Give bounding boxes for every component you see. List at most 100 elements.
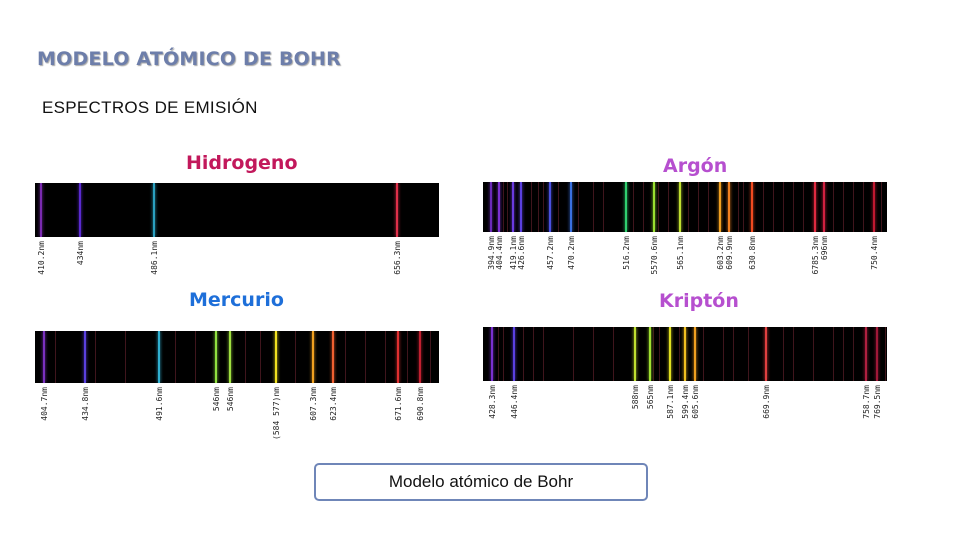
spectral-line bbox=[719, 182, 721, 232]
wavelength-label: 609.9nm bbox=[725, 236, 734, 270]
wavelength-label: 588nm bbox=[631, 385, 640, 410]
spectral-line-faint bbox=[245, 331, 246, 383]
spectrum-strip-kripton bbox=[483, 327, 887, 381]
spectral-line-faint bbox=[843, 327, 844, 381]
spectral-line-faint bbox=[543, 182, 544, 232]
wavelength-label: 546nm bbox=[212, 387, 221, 412]
spectral-line-faint bbox=[385, 331, 386, 383]
spectral-line bbox=[669, 327, 671, 381]
spectral-line-faint bbox=[558, 182, 559, 232]
wavelength-label: 750.4nm bbox=[870, 236, 879, 270]
spectral-line-faint bbox=[748, 327, 749, 381]
spectral-line bbox=[43, 331, 45, 383]
spectral-line bbox=[332, 331, 334, 383]
wavelength-label: 434.8nm bbox=[81, 387, 90, 421]
spectral-line-faint bbox=[763, 182, 764, 232]
spectral-line-faint bbox=[783, 182, 784, 232]
wavelength-label: 428.3nm bbox=[488, 385, 497, 419]
spectral-line bbox=[520, 182, 522, 232]
spectral-line bbox=[653, 182, 655, 232]
spectral-line bbox=[634, 327, 636, 381]
wavelength-label: 404.7nm bbox=[40, 387, 49, 421]
spectral-line-faint bbox=[593, 182, 594, 232]
wavelength-label: 410.2nm bbox=[37, 241, 46, 275]
spectrum-strip-mercurio bbox=[35, 331, 439, 383]
spectral-line-faint bbox=[125, 331, 126, 383]
wavelength-label: 446.4nm bbox=[510, 385, 519, 419]
spectral-line bbox=[684, 327, 686, 381]
panel-title-mercurio: Mercurio bbox=[189, 289, 284, 311]
spectral-line bbox=[865, 327, 867, 381]
spectral-line-faint bbox=[843, 182, 844, 232]
spectral-line bbox=[396, 183, 398, 237]
spectral-line bbox=[876, 327, 878, 381]
spectral-line-faint bbox=[813, 327, 814, 381]
spectral-line-faint bbox=[658, 182, 659, 232]
spectral-line bbox=[215, 331, 217, 383]
spectral-line bbox=[490, 182, 492, 232]
wavelength-label: 656.3nm bbox=[393, 241, 402, 275]
spectral-line-faint bbox=[668, 182, 669, 232]
spectral-line-faint bbox=[679, 327, 680, 381]
spectral-line-faint bbox=[543, 327, 544, 381]
spectral-line-faint bbox=[538, 182, 539, 232]
spectral-line-faint bbox=[533, 327, 534, 381]
spectral-line-faint bbox=[430, 331, 431, 383]
spectral-line-faint bbox=[633, 182, 634, 232]
wavelength-label: 630.8nm bbox=[748, 236, 757, 270]
spectral-line-faint bbox=[783, 327, 784, 381]
spectral-line-faint bbox=[833, 182, 834, 232]
wavelength-label: 565.1nm bbox=[676, 236, 685, 270]
spectral-line-faint bbox=[573, 327, 574, 381]
spectral-line bbox=[397, 331, 399, 383]
spectral-line-faint bbox=[793, 182, 794, 232]
wavelength-label: 426.6nm bbox=[517, 236, 526, 270]
spectral-line-faint bbox=[703, 327, 704, 381]
spectral-line-faint bbox=[803, 182, 804, 232]
spectral-line-faint bbox=[531, 182, 532, 232]
wavelength-label: 769.5nm bbox=[873, 385, 882, 419]
spectral-line-faint bbox=[407, 331, 408, 383]
spectral-line-faint bbox=[95, 331, 96, 383]
wavelength-label: 599.4nm bbox=[681, 385, 690, 419]
spectral-line bbox=[679, 182, 681, 232]
spectral-line bbox=[275, 331, 277, 383]
spectral-line-faint bbox=[55, 331, 56, 383]
spectral-line bbox=[512, 182, 514, 232]
bohr-model-button[interactable]: Modelo atómico de Bohr bbox=[314, 463, 648, 501]
wavelength-label: 671.6nm bbox=[394, 387, 403, 421]
spectral-line-faint bbox=[881, 182, 882, 232]
spectral-line-faint bbox=[733, 327, 734, 381]
spectral-line-faint bbox=[507, 182, 508, 232]
spectral-line-faint bbox=[260, 331, 261, 383]
spectral-line bbox=[570, 182, 572, 232]
spectrum-strip-hidrogeno bbox=[35, 183, 439, 237]
spectrum-strip-argon bbox=[483, 182, 887, 232]
panel-title-argon: Argón bbox=[663, 155, 728, 177]
wavelength-label: 607.3nm bbox=[309, 387, 318, 421]
spectral-line-faint bbox=[498, 327, 499, 381]
spectral-line-faint bbox=[853, 182, 854, 232]
spectral-line-faint bbox=[603, 182, 604, 232]
spectral-line bbox=[765, 327, 767, 381]
spectral-line bbox=[751, 182, 753, 232]
wavelength-label: 690.8nm bbox=[416, 387, 425, 421]
wavelength-label: 486.1nm bbox=[150, 241, 159, 275]
spectral-line bbox=[814, 182, 816, 232]
wavelength-label: 491.6nm bbox=[155, 387, 164, 421]
spectral-line-faint bbox=[833, 327, 834, 381]
panel-title-hidrogeno: Hidrogeno bbox=[186, 152, 298, 174]
spectral-line bbox=[84, 331, 86, 383]
spectral-line-faint bbox=[175, 331, 176, 383]
wavelength-label: 587.1nm bbox=[666, 385, 675, 419]
wavelength-label: 603.2nm bbox=[716, 236, 725, 270]
spectral-line bbox=[513, 327, 515, 381]
wavelength-label: 6785.3nm bbox=[811, 236, 820, 275]
spectral-line-faint bbox=[863, 182, 864, 232]
spectral-line-faint bbox=[723, 327, 724, 381]
wavelength-label: 669.9nm bbox=[762, 385, 771, 419]
spectral-line-faint bbox=[613, 327, 614, 381]
wavelength-label: 470.2nm bbox=[567, 236, 576, 270]
wavelength-label: (584 577)nm bbox=[272, 387, 281, 440]
spectral-line-faint bbox=[738, 182, 739, 232]
